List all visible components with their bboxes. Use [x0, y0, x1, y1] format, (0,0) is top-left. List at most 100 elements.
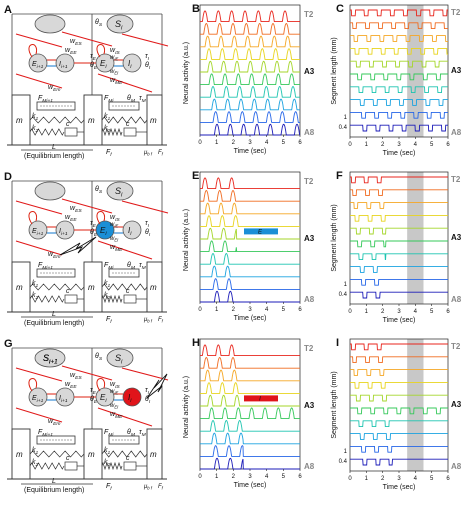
- e-right-label: Ei: [100, 59, 107, 70]
- k2-left-label: k2: [32, 292, 39, 301]
- segment-ylabel: Segment length (mm): [331, 204, 338, 271]
- s-left-node: [34, 181, 66, 201]
- i-right-label: Ii: [128, 59, 132, 70]
- svg-text:Ii: Ii: [128, 226, 132, 237]
- motor-arrow-1: [15, 240, 63, 256]
- svg-text:θS: θS: [95, 186, 103, 195]
- neural-xtick-label-5: 5: [282, 140, 286, 146]
- svg-text:wIE: wIE: [110, 55, 119, 62]
- s-right-label: Si: [115, 186, 123, 199]
- svg-text:wEE: wEE: [65, 214, 77, 223]
- k1-right-label: k1: [104, 113, 111, 122]
- neural-xtick-label-2: 2: [232, 140, 236, 146]
- damper-left: [64, 461, 78, 471]
- neural-trace-row-9: [200, 457, 300, 470]
- neural-xtick-label-1: 1: [215, 307, 219, 313]
- mass-mid-label: m: [88, 116, 95, 125]
- i-right-node: [122, 387, 142, 407]
- svg-text:wEI: wEI: [110, 403, 119, 410]
- e-left-self-loop: [28, 211, 38, 225]
- svg-text:μb f: μb f: [143, 484, 153, 491]
- svg-text:θI: θI: [145, 62, 151, 71]
- segment-ytick-1: 1: [344, 282, 348, 288]
- segment-axes: [349, 338, 449, 472]
- svg-text:τI: τI: [145, 220, 150, 229]
- segment-trace-row-6: [350, 86, 448, 94]
- k1-left-label: k1: [32, 280, 39, 289]
- mu-f-tail-label: Ff: [158, 150, 164, 157]
- svg-text:k1: k1: [104, 280, 111, 289]
- segment-panel-f: F Segment length (mm) T2 A3 A8 1 0.4 0 1 2 3 4 5 6 Tim…: [331, 170, 462, 324]
- svg-text:k2: k2: [104, 125, 111, 134]
- segment-xtick-label-5: 5: [430, 142, 434, 148]
- neural-trace-row-3: [200, 215, 300, 227]
- neural-label-a3: A3: [304, 401, 315, 410]
- i-right-label: Ii: [128, 226, 132, 237]
- neural-trace-row-4: [200, 60, 300, 73]
- segment-xtick-label-2: 2: [381, 142, 385, 148]
- mass-left-label: m: [16, 283, 23, 292]
- neural-xtick-label-0: 0: [198, 474, 202, 480]
- neural-xtick-label-0: 0: [198, 307, 202, 313]
- neural-label-a3: A3: [304, 234, 315, 243]
- svg-text:wEE: wEE: [65, 47, 77, 56]
- segment-axes: [349, 4, 449, 138]
- segment-xtick-label-2: 2: [381, 309, 385, 315]
- segment-panel-c: C Segment length (mm) T2 A3 A8 1 0.4 0 1 2 3 4 5 6 Tim…: [331, 3, 462, 157]
- panel-letter-d: D: [4, 171, 12, 183]
- stim-bar-e: [244, 228, 278, 235]
- tau-e-label: τE: [90, 387, 97, 396]
- lightning-icon: [59, 236, 97, 256]
- s-left-node: [34, 348, 66, 368]
- panel-letter-g: G: [4, 338, 13, 350]
- segment-trace-row-1: [350, 22, 448, 30]
- svg-text:wIS: wIS: [110, 47, 120, 56]
- segment-trace-row-5: [350, 73, 448, 81]
- theta-s-label: θS: [95, 186, 103, 195]
- segment-label-t2: T2: [451, 8, 461, 17]
- damper-left: [64, 294, 78, 304]
- k2-right-label: k2: [104, 459, 111, 468]
- w-ie-label: wIE: [110, 389, 119, 396]
- theta-i-label: θI: [145, 396, 151, 405]
- svg-text:θE: θE: [90, 396, 98, 405]
- w-ee-label: wEE: [65, 214, 77, 223]
- svg-text:τI: τI: [145, 53, 150, 62]
- theta-e-label: θE: [90, 62, 98, 71]
- e-right-self-loop: [96, 211, 106, 225]
- spring-k2-right: [101, 461, 123, 471]
- neural-trace-row-9: [200, 290, 300, 303]
- neural-trace-row-7: [200, 432, 300, 445]
- neural-xtick-label-6: 6: [298, 307, 302, 313]
- segment-trace-row-7: [350, 433, 448, 440]
- segment-xtick-label-5: 5: [430, 309, 434, 315]
- svg-text:wME: wME: [110, 77, 123, 86]
- neural-label-a8: A8: [304, 295, 315, 304]
- w-es-label: wES: [70, 205, 82, 214]
- segment-label-a8: A8: [451, 295, 462, 304]
- segment-trace-row-9: [350, 458, 448, 466]
- k1-right-label: k1: [104, 280, 111, 289]
- segment-xtick-label-3: 3: [397, 309, 401, 315]
- neural-panel-h: H Neural activity (a.u.) T2 A3 A8 I 0 1 2 3 4 5 6 Tim…: [183, 337, 315, 489]
- svg-text:wEm: wEm: [48, 84, 60, 93]
- segment-trace-row-3: [350, 47, 448, 55]
- theta-i-label: θI: [145, 229, 151, 238]
- segment-xtick-label-2: 2: [381, 476, 385, 482]
- segment-xtick-label-1: 1: [365, 309, 369, 315]
- sensory-arrow-3: [121, 367, 169, 381]
- spring-k1-left: [29, 450, 85, 458]
- spring-k1-right: [101, 116, 148, 124]
- svg-text:k2: k2: [32, 125, 39, 134]
- w-em-label: wEm: [48, 251, 60, 260]
- segment-xtick-label-4: 4: [414, 309, 418, 315]
- neural-xtick-label-2: 2: [232, 307, 236, 313]
- mass-left-label: m: [16, 450, 23, 459]
- segment-ytick-1: 1: [344, 449, 348, 455]
- spring-k2-left: [29, 128, 65, 136]
- neural-trace-row-8: [200, 445, 300, 457]
- svg-text:θE: θE: [90, 229, 98, 238]
- segment-xlabel: Time (sec): [383, 150, 416, 157]
